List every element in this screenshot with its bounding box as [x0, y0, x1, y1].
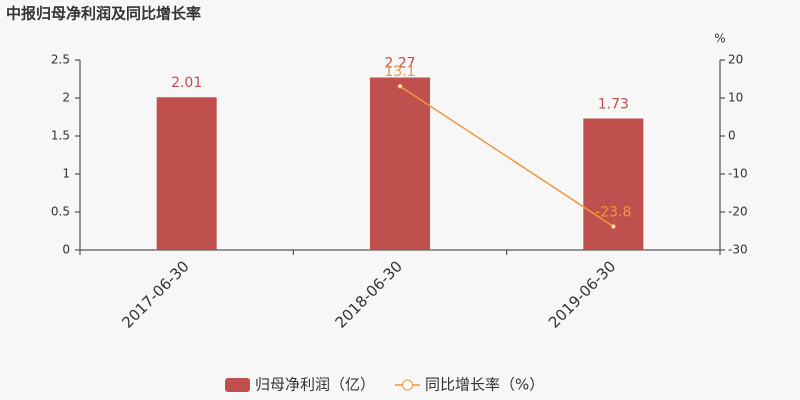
y2-tick-label: -30: [728, 243, 748, 257]
y2-tick-label: 20: [728, 53, 743, 67]
y-tick-label: 1.5: [51, 129, 70, 143]
chart-title: 中报归母净利润及同比增长率: [6, 5, 201, 23]
line-value-label: -23.8: [595, 204, 631, 220]
y-tick-label: 2: [62, 91, 70, 105]
bar-value-label: 2.27: [384, 55, 415, 71]
y2-axis-unit: %: [714, 32, 725, 46]
y2-tick-label: -20: [728, 205, 748, 219]
line-point: [610, 223, 616, 229]
legend-swatch: [225, 378, 250, 392]
x-tick-label: 2018-06-30: [332, 257, 406, 331]
legend-label: 同比增长率（%）: [425, 376, 544, 394]
y-tick-label: 1: [62, 167, 70, 181]
bar-value-label: 1.73: [598, 97, 629, 113]
y2-tick-label: -10: [728, 167, 748, 181]
legend-label: 归母净利润（亿）: [255, 376, 375, 394]
legend-swatch: [402, 379, 414, 391]
bar-value-label: 2.01: [171, 75, 202, 91]
line-point: [397, 83, 403, 89]
line-value-label: 13.1: [384, 64, 415, 80]
bar: [583, 118, 644, 251]
x-tick-label: 2019-06-30: [545, 257, 619, 331]
x-tick-label: 2017-06-30: [118, 257, 192, 331]
y2-tick-label: 10: [728, 91, 743, 105]
line: [399, 85, 614, 228]
y-tick-label: 2.5: [51, 53, 70, 67]
bar: [156, 97, 217, 251]
y-tick-label: 0: [62, 243, 70, 257]
bar: [370, 77, 430, 250]
y2-tick-label: 0: [728, 129, 736, 143]
y-tick-label: 0.5: [51, 205, 70, 219]
